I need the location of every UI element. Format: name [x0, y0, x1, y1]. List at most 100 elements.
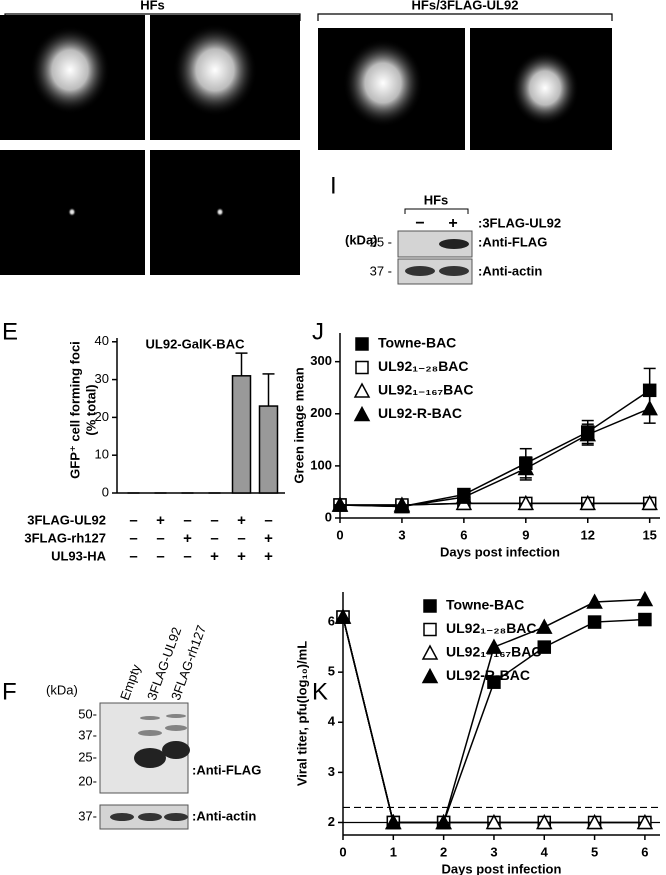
data-point — [636, 813, 654, 830]
marker-label: 25 - — [370, 234, 392, 249]
y-tick-label: 0 — [325, 509, 332, 524]
data-point — [641, 494, 658, 511]
image-label: UL92-R-BAC — [218, 117, 297, 132]
table-cell: + — [210, 548, 219, 565]
legend-marker — [423, 622, 437, 637]
table-row-label: 3FLAG-rh127 — [24, 530, 106, 545]
header: HFs — [140, 0, 165, 12]
y-tick-label: 5 — [328, 664, 335, 679]
fluorescent-focus — [30, 26, 110, 114]
y-axis-label: (% total) — [83, 384, 98, 435]
panel-letter: F — [2, 678, 17, 705]
legend-marker — [355, 360, 369, 375]
table-cell: – — [129, 530, 137, 547]
micrograph — [150, 150, 300, 275]
lane-label: + — [448, 215, 457, 232]
y-axis-label: Viral titer, pfu(log₁₀)/mL — [294, 641, 309, 786]
data-point — [455, 488, 473, 504]
y-tick-label: 30 — [95, 371, 109, 386]
y-tick-label: 20 — [95, 409, 109, 424]
unit-label: (kDa) — [345, 232, 378, 247]
table-cell: – — [156, 530, 164, 547]
y-tick-label: 0 — [102, 484, 109, 499]
panel-letter: D — [156, 157, 175, 187]
band — [166, 714, 186, 718]
band — [439, 239, 469, 249]
band — [134, 748, 166, 768]
marker-label: 25- — [78, 749, 97, 764]
legend-label: UL92₁₋₂₈BAC — [378, 358, 469, 374]
image-label: UL92₁₋₂₈BAC — [377, 127, 462, 142]
series-line — [339, 407, 650, 508]
panel-letter: C — [6, 157, 25, 187]
data-point — [587, 615, 602, 629]
x-tick-label: 4 — [541, 844, 549, 859]
y-tick-label: 3 — [328, 764, 335, 779]
x-tick-label: 3 — [398, 527, 405, 542]
x-tick-label: 0 — [339, 844, 346, 859]
table-cell: + — [264, 548, 273, 565]
antibody-label: :Anti-FLAG — [192, 762, 261, 777]
table-cell: + — [264, 530, 273, 547]
panel-letter: K — [312, 678, 328, 705]
legend-marker — [353, 382, 371, 398]
bracket — [404, 208, 469, 214]
table-cell: – — [210, 512, 218, 529]
table-cell: + — [237, 548, 246, 565]
condition-label: :3FLAG-UL92 — [478, 215, 561, 230]
legend-label: UL92-R-BAC — [446, 667, 530, 683]
panel-letter: J — [312, 318, 324, 345]
x-tick-label: 6 — [641, 844, 648, 859]
data-point — [586, 813, 603, 830]
legend-label: UL92-R-BAC — [378, 405, 462, 421]
antibody-label: :Anti-FLAG — [478, 234, 547, 249]
data-point — [537, 640, 552, 654]
x-tick-label: 2 — [440, 844, 447, 859]
data-point — [385, 813, 402, 830]
antibody-label: :Anti-actin — [478, 263, 542, 278]
series-line — [340, 502, 650, 506]
x-axis-label: Days post infection — [440, 544, 560, 559]
marker-label: 37 - — [370, 263, 392, 278]
data-point — [393, 497, 411, 514]
y-tick-label: 2 — [328, 814, 335, 829]
x-tick-label: 12 — [581, 527, 595, 542]
antibody-label: :Anti-actin — [192, 808, 256, 823]
data-point — [435, 813, 452, 830]
band — [140, 716, 160, 720]
fluorescent-focus — [511, 50, 579, 126]
bracket — [317, 13, 613, 21]
marker-label: 37- — [78, 727, 97, 742]
x-tick-label: 5 — [591, 844, 598, 859]
legend-marker — [353, 405, 371, 422]
bar — [231, 375, 252, 494]
image-label: UL92₁₋₁₆₇BAC — [519, 127, 608, 142]
lane-label: Empty — [117, 662, 144, 702]
marker-label: 50- — [78, 706, 97, 721]
chart-title: UL92-GalK-BAC — [146, 336, 246, 351]
x-axis-label: Days post infection — [442, 861, 562, 875]
panel-letter: A — [6, 22, 24, 52]
table-cell: – — [129, 512, 137, 529]
data-point — [536, 618, 553, 634]
panel-letter: G — [324, 35, 344, 65]
table-cell: – — [129, 548, 137, 565]
band — [138, 813, 162, 821]
table-cell: + — [237, 512, 246, 529]
table-cell: – — [210, 530, 218, 547]
legend-label: Towne-BAC — [378, 335, 456, 351]
table-row-label: 3FLAG-UL92 — [27, 512, 106, 527]
data-point — [334, 608, 352, 624]
legend-label: UL92₁₋₂₈BAC — [446, 620, 537, 636]
band — [164, 813, 188, 821]
band — [165, 725, 187, 731]
table-cell: – — [183, 548, 191, 565]
data-point — [485, 638, 503, 654]
table-cell: – — [264, 512, 272, 529]
blot-group: HFs — [424, 192, 449, 207]
fluorescent-focus — [216, 207, 224, 217]
table-cell: – — [156, 548, 164, 565]
legend-marker — [423, 599, 437, 613]
